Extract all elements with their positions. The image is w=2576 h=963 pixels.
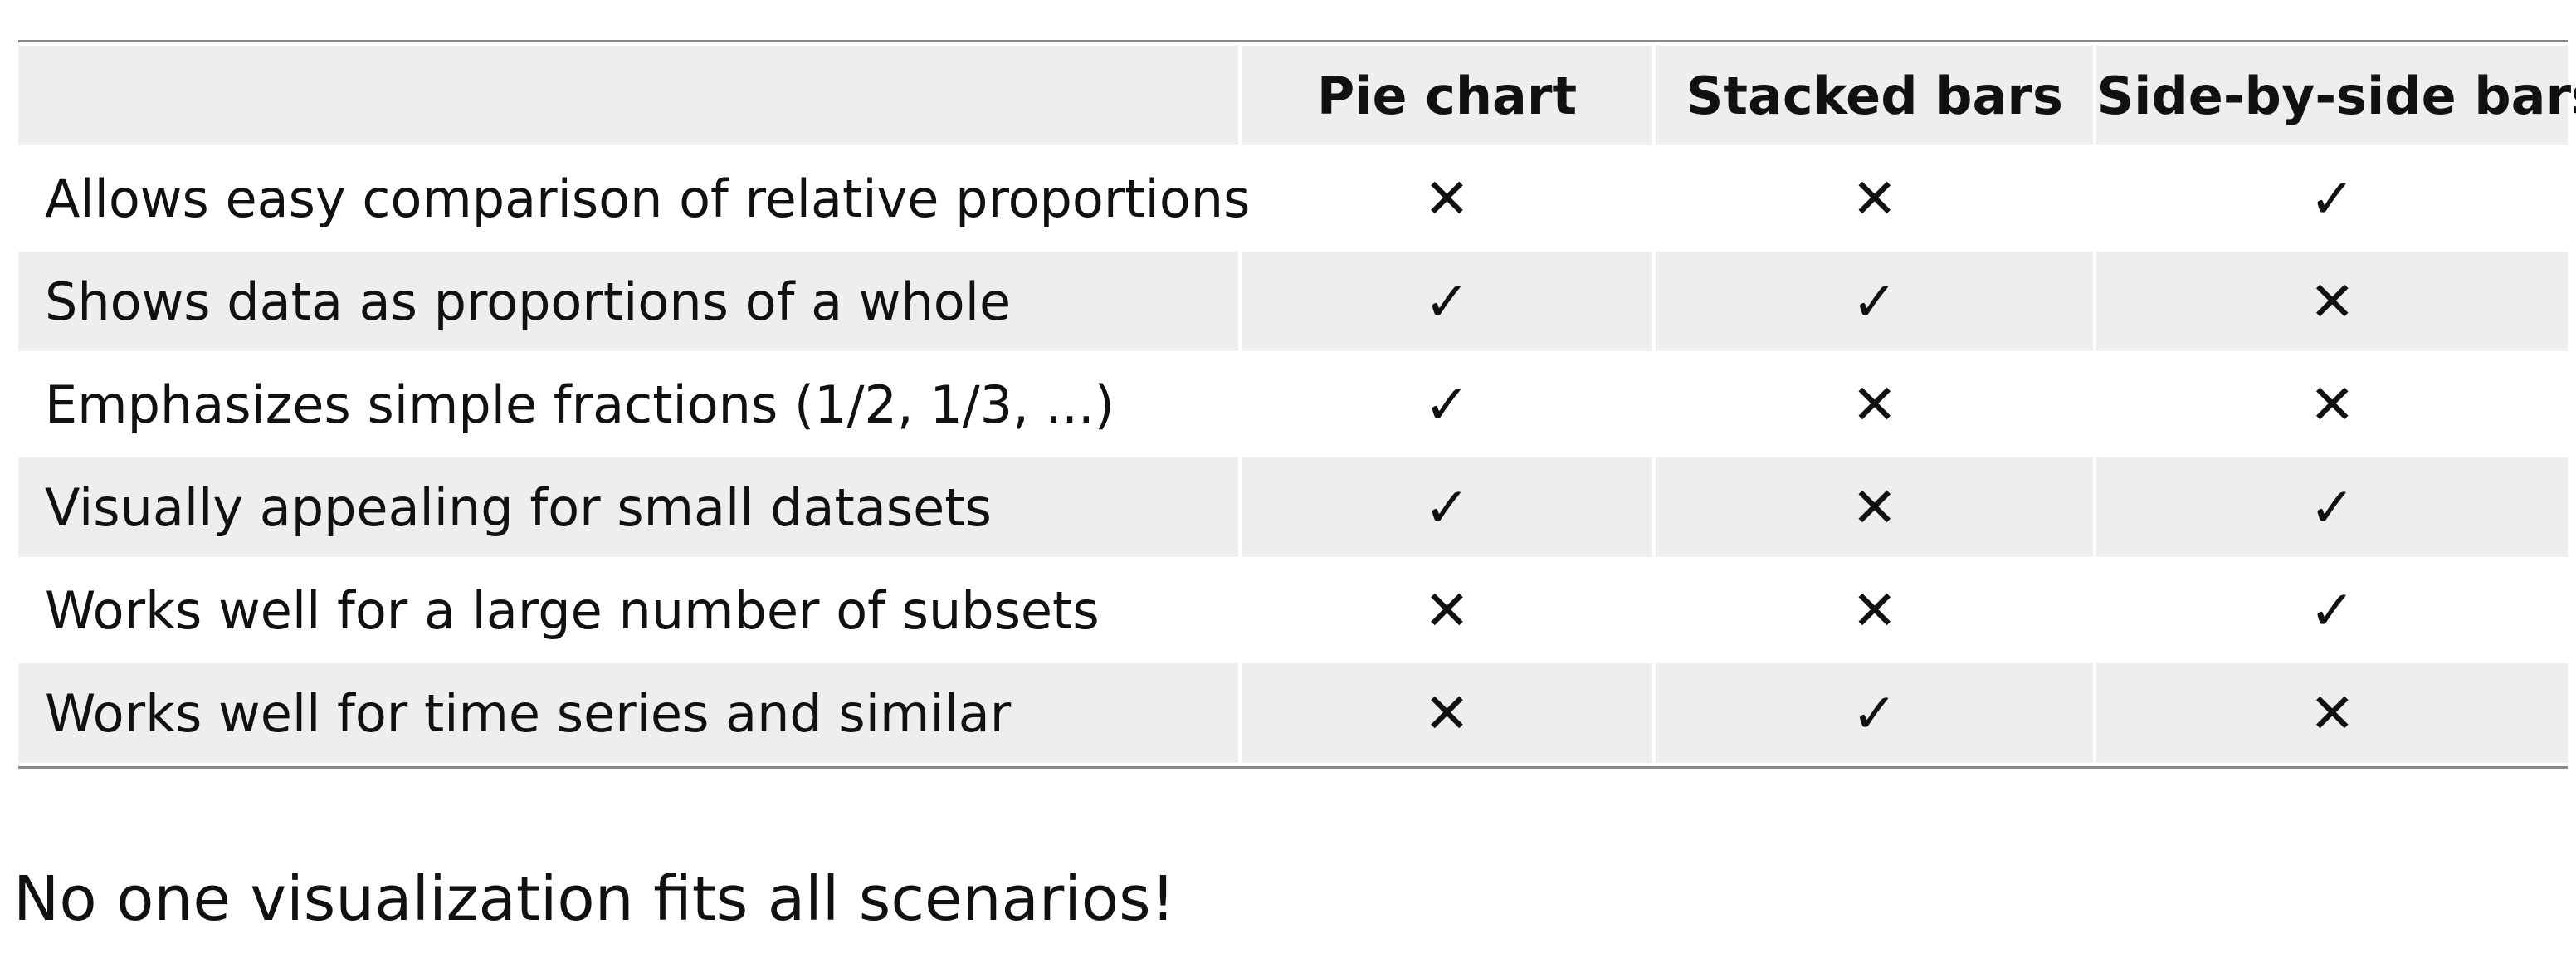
pie-chart-mark: ✓ [1241,457,1653,557]
pie-chart-mark: ✕ [1241,560,1653,660]
pie-chart-mark: ✕ [1241,663,1653,763]
row-feature-label: Works well for a large number of subsets [18,560,1238,660]
stacked-bars-mark: ✕ [1656,149,2094,248]
row-feature-label: Allows easy comparison of relative propo… [18,149,1250,248]
table-row: Allows easy comparison of relative propo… [18,149,2568,248]
header-row: Pie chart Stacked bars Side-by-side bars [18,46,2576,145]
footer-note: No one visualization fits all scenarios! [13,863,1176,935]
table-row: Works well for a large number of subsets… [18,560,2568,660]
side-by-side-bars-mark: ✕ [2096,354,2568,454]
stacked-bars-mark: ✕ [1656,354,2094,454]
side-by-side-bars-mark: ✓ [2096,149,2568,248]
comparison-table-grid: Pie chart Stacked bars Side-by-side bars… [15,42,2576,766]
table-row: Visually appealing for small datasets ✓ … [18,457,2568,557]
pie-chart-mark: ✕ [1241,149,1653,248]
comparison-table: Pie chart Stacked bars Side-by-side bars… [15,40,2576,769]
pie-chart-mark: ✓ [1241,354,1653,454]
header-side-by-side-bars: Side-by-side bars [2096,46,2576,145]
header-pie-chart: Pie chart [1241,46,1653,145]
side-by-side-bars-mark: ✕ [2096,663,2568,763]
header-corner [18,46,1238,145]
table-row: Emphasizes simple fractions (1/2, 1/3, .… [18,354,2568,454]
stacked-bars-mark: ✕ [1656,457,2094,557]
table-row: Works well for time series and similar ✕… [18,663,2568,763]
row-feature-label: Visually appealing for small datasets [18,457,1238,557]
pie-chart-mark: ✓ [1241,252,1653,351]
row-feature-label: Shows data as proportions of a whole [18,252,1238,351]
side-by-side-bars-mark: ✓ [2096,560,2568,660]
row-feature-label: Works well for time series and similar [18,663,1238,763]
stacked-bars-mark: ✓ [1656,663,2094,763]
stacked-bars-mark: ✓ [1656,252,2094,351]
table-row: Shows data as proportions of a whole ✓ ✓… [18,252,2568,351]
side-by-side-bars-mark: ✓ [2096,457,2568,557]
stacked-bars-mark: ✕ [1656,560,2094,660]
side-by-side-bars-mark: ✕ [2096,252,2568,351]
header-stacked-bars: Stacked bars [1656,46,2094,145]
row-feature-label: Emphasizes simple fractions (1/2, 1/3, .… [18,354,1238,454]
